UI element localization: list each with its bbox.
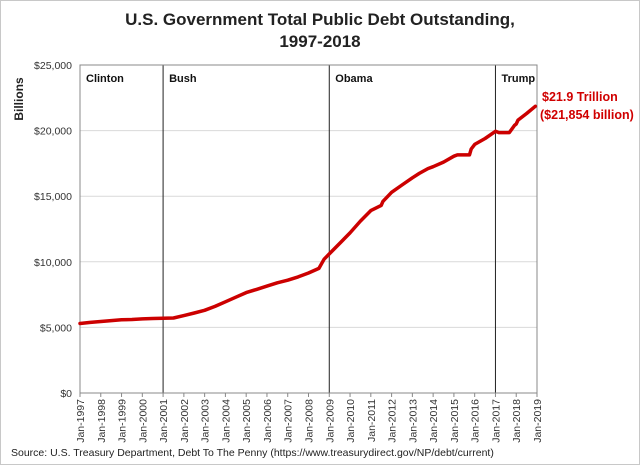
y-axis-label: Billions (12, 77, 26, 121)
x-tick-label: Jan-2010 (345, 399, 357, 443)
x-tick-label: Jan-1997 (75, 399, 87, 443)
chart-title-line-1: U.S. Government Total Public Debt Outsta… (125, 10, 515, 29)
x-tick-label: Jan-2006 (262, 399, 274, 443)
x-tick-label: Jan-1998 (96, 399, 108, 443)
x-tick-label: Jan-2004 (220, 399, 232, 443)
x-tick-label: Jan-2016 (470, 399, 482, 443)
x-tick-label: Jan-2013 (407, 399, 419, 443)
x-tick-labels: Jan-1997 Jan-1998 Jan-1999 Jan-2000 Jan-2001… (75, 393, 544, 443)
y-tick-label: $10,000 (34, 257, 72, 269)
x-tick-label: Jan-2017 (490, 399, 502, 443)
x-tick-label: Jan-1999 (117, 399, 129, 443)
source-note: Source: U.S. Treasury Department, Debt T… (11, 447, 494, 459)
era-label: Trump (501, 73, 535, 85)
y-tick-label: $5,000 (40, 322, 72, 334)
x-tick-label: Jan-2005 (241, 399, 253, 443)
x-tick-label: Jan-2012 (387, 399, 399, 443)
era-label-clinton: Clinton (86, 73, 124, 85)
y-tick-labels: $0 $5,000 $10,000 $15,000 $20,000 $25,000 (34, 60, 72, 400)
x-tick-label: Jan-2019 (532, 399, 544, 443)
x-tick-label: Jan-2011 (366, 399, 378, 442)
x-tick-label: Jan-2009 (324, 399, 336, 443)
annotation-billion: ($21,854 billion) (540, 108, 634, 122)
x-tick-label: Jan-2002 (179, 399, 191, 443)
x-tick-label: Jan-2008 (304, 399, 316, 443)
x-tick-label: Jan-2001 (158, 399, 170, 443)
administration-dividers: Bush Obama Trump (162, 65, 535, 393)
y-tick-label: $15,000 (34, 191, 72, 203)
x-tick-label: Jan-2007 (283, 399, 295, 443)
era-label: Bush (169, 73, 197, 85)
x-tick-label: Jan-2015 (449, 399, 461, 443)
x-tick-label: Jan-2000 (137, 399, 149, 443)
plot-area-border (79, 64, 538, 394)
debt-series-line (78, 104, 538, 326)
x-tick-label: Jan-2003 (200, 399, 212, 443)
era-label: Obama (335, 73, 373, 85)
y-tick-label: $0 (60, 388, 72, 400)
chart-title-line-2: 1997-2018 (279, 32, 360, 51)
x-tick-label: Jan-2018 (511, 399, 523, 443)
y-tick-label: $20,000 (34, 126, 72, 138)
y-tick-label: $25,000 (34, 60, 72, 72)
annotation-trillion: $21.9 Trillion (542, 90, 618, 104)
y-gridlines (80, 64, 537, 394)
x-tick-label: Jan-2014 (428, 399, 440, 443)
